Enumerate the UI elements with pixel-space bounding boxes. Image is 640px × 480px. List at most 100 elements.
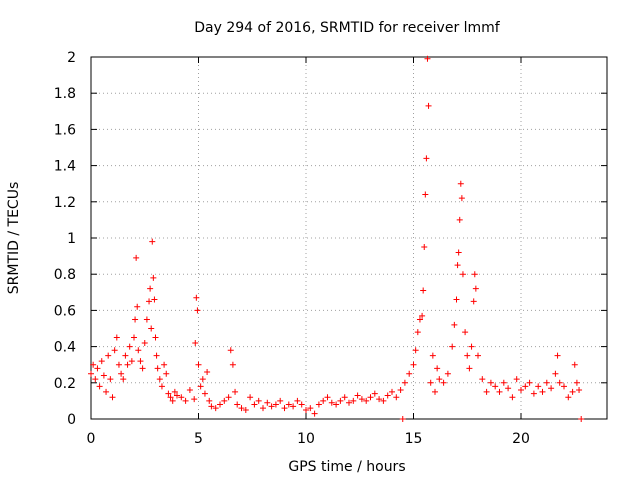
data-point: [229, 361, 236, 368]
data-point: [397, 387, 404, 394]
data-point: [204, 368, 211, 375]
data-point: [152, 334, 159, 341]
data-point: [513, 376, 520, 383]
data-point: [475, 352, 481, 359]
x-axis-label: GPS time / hours: [288, 459, 405, 475]
data-point: [509, 394, 516, 401]
data-point: [232, 388, 239, 395]
data-point: [272, 401, 279, 408]
data-point: [412, 347, 419, 354]
data-point: [88, 370, 94, 377]
data-point: [109, 394, 116, 401]
data-point: [436, 376, 443, 383]
y-tick-label: 1: [67, 231, 76, 247]
data-point: [251, 401, 258, 408]
data-point: [459, 271, 466, 278]
data-point: [268, 403, 275, 410]
data-point: [113, 334, 120, 341]
data-point: [186, 387, 193, 394]
data-point: [285, 401, 292, 408]
data-point: [264, 399, 271, 406]
x-tick-label: 10: [297, 431, 315, 447]
data-point: [90, 361, 97, 368]
data-point: [453, 296, 460, 303]
data-point: [151, 296, 158, 303]
y-axis-label: SRMTID / TECUs: [6, 182, 22, 295]
data-point: [367, 394, 374, 401]
data-point: [146, 298, 153, 305]
data-point: [464, 352, 471, 359]
data-point: [414, 329, 421, 336]
data-point: [153, 352, 160, 359]
data-point: [376, 396, 383, 403]
y-tick-label: 0.2: [54, 376, 76, 392]
data-point: [103, 388, 110, 395]
data-point: [277, 397, 284, 404]
y-tick-label: 0.8: [54, 267, 76, 283]
data-point: [98, 358, 105, 365]
data-point: [105, 352, 112, 359]
data-point: [255, 397, 262, 404]
data-point: [281, 405, 288, 412]
data-point: [242, 406, 249, 413]
y-tick-label: 2: [67, 50, 76, 66]
data-point: [384, 392, 391, 399]
data-point: [371, 390, 378, 397]
data-point: [420, 287, 427, 294]
data-point: [434, 365, 441, 372]
data-point: [158, 383, 165, 390]
data-point: [298, 401, 305, 408]
data-point: [124, 361, 131, 368]
data-point: [410, 361, 417, 368]
data-point: [197, 383, 204, 390]
data-point: [569, 388, 576, 395]
data-point: [462, 329, 469, 336]
data-point: [500, 379, 507, 386]
data-point: [154, 365, 161, 372]
data-point: [132, 316, 139, 323]
data-point: [126, 343, 133, 350]
data-point: [171, 388, 178, 395]
data-point: [294, 397, 301, 404]
data-point: [429, 352, 436, 359]
data-point: [191, 396, 198, 403]
grid: [91, 57, 607, 419]
data-point: [303, 406, 309, 413]
data-point: [416, 316, 423, 323]
data-point: [193, 294, 200, 301]
data-point: [131, 334, 137, 341]
data-point: [324, 394, 331, 401]
x-tick-label: 5: [194, 431, 203, 447]
data-point: [169, 397, 176, 404]
data-point: [150, 274, 157, 281]
data-point: [143, 316, 150, 323]
data-point: [139, 365, 146, 372]
data-point: [576, 387, 583, 394]
data-point: [393, 394, 400, 401]
data-point: [556, 379, 563, 386]
data-point: [505, 385, 512, 392]
data-point: [421, 244, 428, 251]
data-point: [425, 102, 432, 109]
data-point: [206, 397, 213, 404]
data-point: [182, 397, 189, 404]
data-point: [419, 312, 426, 319]
data-point: [487, 379, 494, 386]
data-point: [225, 394, 232, 401]
data-point: [350, 397, 357, 404]
data-point: [479, 376, 486, 383]
data-point: [451, 321, 458, 328]
data-point: [328, 399, 335, 406]
data-point: [457, 180, 464, 187]
data-point: [337, 397, 344, 404]
data-point: [468, 343, 475, 350]
data-point: [358, 396, 365, 403]
data-point: [128, 358, 135, 365]
data-point: [333, 401, 340, 408]
data-point: [156, 376, 163, 383]
data-point: [535, 383, 542, 390]
y-tick-label: 1.8: [54, 86, 76, 102]
data-point: [201, 390, 208, 397]
data-point: [470, 298, 477, 305]
data-point: [492, 383, 499, 390]
